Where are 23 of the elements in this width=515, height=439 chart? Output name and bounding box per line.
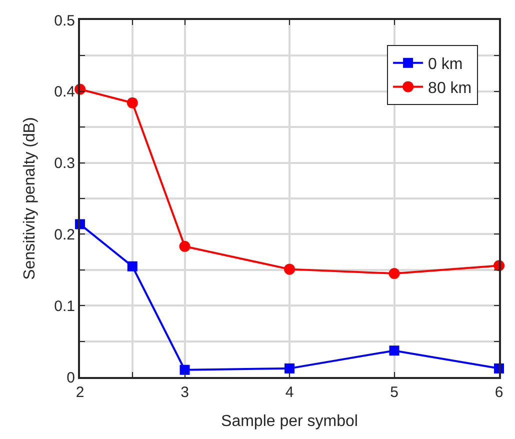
x-tick-label: 2 xyxy=(76,384,84,401)
point xyxy=(179,240,190,252)
point xyxy=(284,363,294,374)
point xyxy=(180,364,190,375)
legend-label: 0 km xyxy=(428,56,463,74)
x-axis-title: Sample per symbol xyxy=(221,413,358,430)
legend-label: 80 km xyxy=(428,80,472,97)
point xyxy=(284,264,295,275)
x-tick-label: 5 xyxy=(390,384,398,401)
y-tick-label: 0.4 xyxy=(54,84,75,101)
point xyxy=(127,261,138,272)
y-tick-label: 0.3 xyxy=(54,155,75,172)
point xyxy=(388,268,400,279)
x-tick-label: 6 xyxy=(494,384,504,401)
x-tick-label: 4 xyxy=(285,384,294,401)
x-tick-label: 3 xyxy=(180,384,189,401)
y-tick-label: 0 xyxy=(66,369,75,386)
y-axis-title: Sensitivity penalty (dB) xyxy=(22,117,39,280)
point xyxy=(126,97,138,108)
y-tick-label: 0.5 xyxy=(54,12,75,30)
y-tick-label: 0.2 xyxy=(54,226,75,244)
point xyxy=(389,346,400,356)
y-tick-label: 0.1 xyxy=(54,298,75,315)
